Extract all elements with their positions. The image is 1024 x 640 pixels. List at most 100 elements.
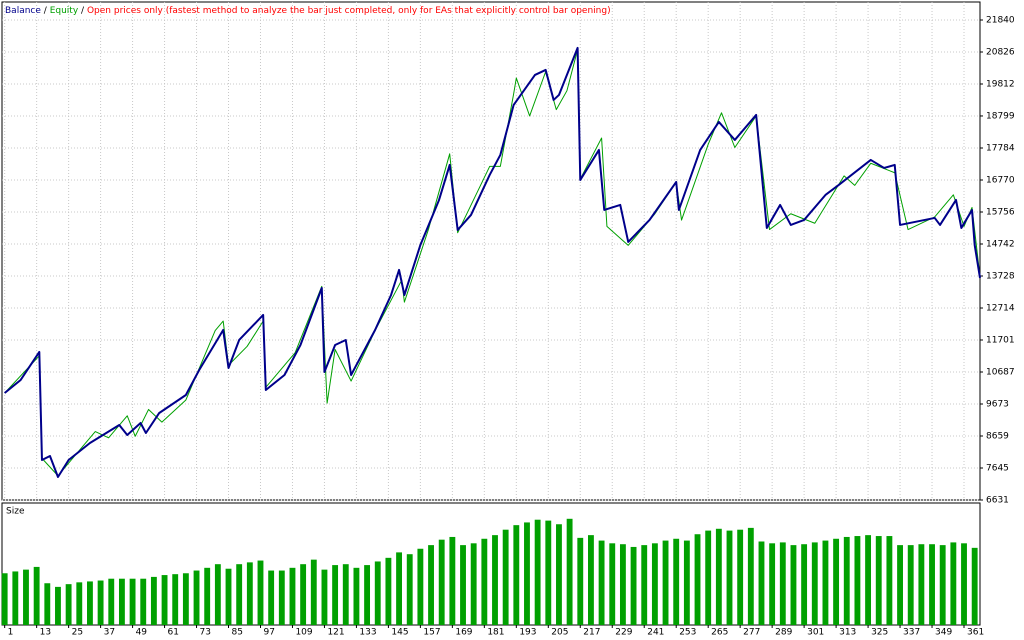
size-bar [385, 557, 392, 625]
x-tick-label: 73 [200, 628, 211, 638]
size-bar [257, 560, 264, 625]
size-bar [492, 535, 498, 625]
size-bar [481, 538, 488, 625]
size-bar [886, 536, 893, 625]
size-bar [172, 574, 179, 625]
x-tick-label: 229 [615, 628, 632, 638]
x-tick-label: 85 [232, 628, 243, 638]
size-bar [918, 544, 925, 625]
y-tick-label: 13728 [986, 272, 1015, 282]
size-bar [129, 578, 136, 625]
size-bar [865, 535, 872, 625]
x-tick-label: 313 [839, 628, 856, 638]
series-line [4, 46, 981, 478]
size-bar [577, 537, 584, 625]
size-bar [630, 546, 637, 625]
size-bar [342, 564, 349, 625]
size-bar [566, 518, 573, 625]
size-title: Size [6, 507, 25, 517]
y-tick-label: 8659 [986, 431, 1009, 441]
y-tick-label: 6631 [986, 496, 1009, 506]
size-bar [897, 545, 903, 625]
size-bar [150, 576, 157, 625]
size-bar [513, 525, 520, 625]
size-bar [811, 542, 818, 625]
x-tick-label: 241 [647, 628, 664, 638]
size-bar [694, 534, 701, 625]
size-bar [449, 536, 456, 625]
size-bar [55, 586, 61, 625]
x-tick-label: 277 [743, 628, 760, 638]
size-bar [1, 573, 8, 625]
size-bar [662, 540, 669, 625]
x-tick-label: 253 [679, 628, 696, 638]
size-bar [161, 575, 168, 625]
size-bar [12, 571, 19, 625]
size-bar [353, 567, 360, 625]
y-tick-label: 18799 [986, 111, 1015, 121]
separator: / [44, 6, 48, 16]
legend-equity: Equity [50, 6, 79, 16]
size-bar [907, 545, 914, 625]
y-tick-label: 15756 [986, 208, 1015, 218]
x-tick-label: 181 [487, 628, 504, 638]
size-bar [875, 536, 882, 625]
size-bar [417, 548, 424, 625]
size-bar [822, 540, 829, 625]
x-tick-label: 301 [807, 628, 824, 638]
size-bar [225, 568, 232, 625]
x-tick-label: 121 [327, 628, 344, 638]
size-bar [65, 584, 72, 625]
size-bar [534, 519, 541, 625]
x-tick-label: 97 [263, 628, 274, 638]
y-tick-label: 10687 [986, 367, 1015, 377]
size-bar [140, 578, 147, 625]
x-tick-label: 145 [391, 628, 408, 638]
legend-balance: Balance [5, 6, 41, 16]
size-bar [673, 538, 680, 625]
size-bar [236, 564, 243, 625]
size-bar [929, 544, 935, 625]
size-bar [758, 541, 765, 625]
x-tick-label: 337 [903, 628, 920, 638]
x-tick-label: 133 [359, 628, 376, 638]
x-tick-label: 61 [168, 628, 179, 638]
y-tick-label: 12714 [986, 304, 1015, 314]
test-mode: Open prices only (fastest method to anal… [87, 6, 611, 16]
y-tick-label: 11701 [986, 335, 1015, 345]
main-panel [1, 1, 981, 501]
y-tick-label: 14742 [986, 240, 1015, 250]
size-bar [726, 530, 733, 625]
size-bar [396, 552, 402, 625]
size-bar [460, 545, 466, 625]
size-bar [769, 543, 776, 625]
size-bar [801, 544, 808, 625]
size-bar [715, 528, 722, 625]
x-tick-label: 265 [711, 628, 728, 638]
size-bar [971, 547, 978, 625]
x-tick-label: 49 [136, 628, 148, 638]
size-bar [950, 542, 957, 625]
size-bar [705, 530, 712, 625]
plot [1, 46, 981, 625]
size-bar [87, 581, 93, 625]
size-bar [524, 522, 530, 625]
size-bar [651, 543, 658, 625]
size-bar [619, 544, 626, 625]
size-bar [747, 527, 754, 625]
size-bar [556, 524, 562, 625]
x-tick-label: 1 [8, 628, 14, 638]
x-tick-label: 37 [104, 628, 115, 638]
size-bar [641, 545, 648, 625]
size-bar [97, 580, 104, 625]
size-bar [23, 569, 29, 625]
size-bar [545, 520, 552, 625]
size-bar [961, 543, 967, 625]
legend: Balance / Equity / Open prices only (fas… [5, 6, 611, 16]
size-bar [44, 583, 51, 625]
x-tick-label: 361 [967, 628, 984, 638]
size-bar [182, 573, 189, 625]
x-tick-label: 25 [72, 628, 83, 638]
